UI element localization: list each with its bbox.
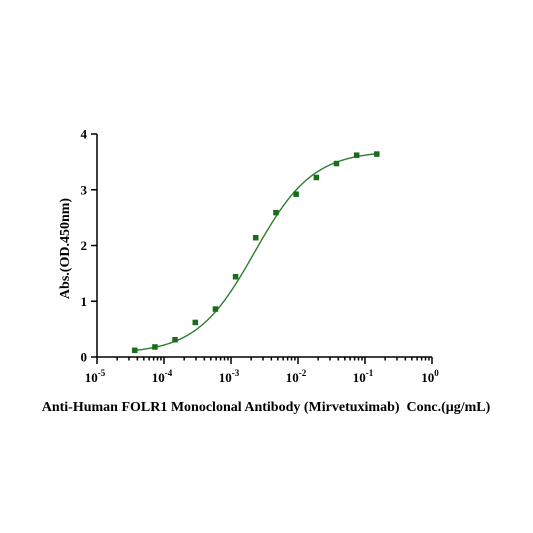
y-tick-label: 0 <box>81 350 88 365</box>
x-tick-label: 10-5 <box>85 368 106 385</box>
y-tick-label: 4 <box>81 127 88 142</box>
y-axis-title: Abs.(OD.450nm) <box>58 198 73 299</box>
fit-curve <box>133 152 379 352</box>
data-point <box>132 347 138 354</box>
x-ticks: 10-5 10-4 10-3 10-2 10-1 100 <box>85 357 439 385</box>
data-points <box>132 151 380 354</box>
data-point <box>333 160 340 167</box>
y-tick-label: 3 <box>81 182 88 197</box>
x-tick-label: 100 <box>421 368 439 385</box>
x-tick-label: 10-4 <box>152 368 173 385</box>
x-tick-label: 10-2 <box>286 368 307 385</box>
x-tick-label: 10-1 <box>353 368 374 385</box>
data-point <box>192 319 199 326</box>
data-point <box>293 191 299 197</box>
data-point <box>232 273 239 280</box>
axes <box>96 134 432 358</box>
data-point <box>212 306 219 312</box>
data-point <box>374 151 380 157</box>
data-point <box>172 336 178 343</box>
data-point <box>252 234 259 241</box>
x-tick-label: 10-3 <box>219 368 240 385</box>
y-tick-label: 2 <box>81 238 88 253</box>
x-axis-title: Anti-Human FOLR1 Monoclonal Antibody (Mi… <box>42 400 491 415</box>
y-tick-label: 1 <box>81 294 88 309</box>
data-point <box>273 209 279 216</box>
data-point <box>152 344 158 350</box>
data-point <box>353 152 360 158</box>
y-ticks: 0 1 2 3 4 <box>81 127 97 365</box>
data-point <box>313 174 320 181</box>
